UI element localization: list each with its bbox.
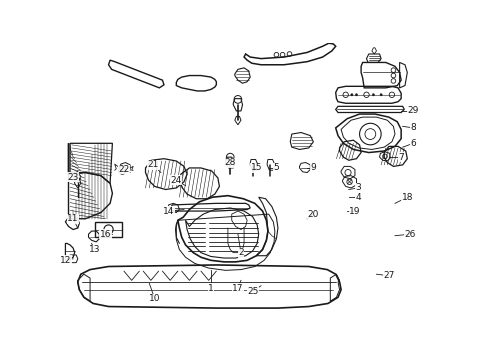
Text: 28: 28 [224, 158, 235, 167]
Text: 21: 21 [147, 160, 159, 169]
Circle shape [350, 94, 352, 96]
Text: 25: 25 [247, 287, 259, 296]
Text: 20: 20 [307, 210, 318, 219]
Text: 7: 7 [397, 153, 403, 162]
Text: 26: 26 [404, 230, 415, 239]
Text: 1: 1 [208, 284, 213, 293]
Text: 4: 4 [354, 193, 360, 202]
Text: 17: 17 [232, 284, 243, 293]
Text: 19: 19 [348, 207, 360, 216]
Text: 18: 18 [401, 193, 412, 202]
Text: 23: 23 [67, 173, 79, 182]
Circle shape [379, 94, 382, 96]
Text: 27: 27 [383, 271, 394, 280]
Text: 16: 16 [100, 230, 111, 239]
Text: 8: 8 [410, 123, 415, 132]
Circle shape [355, 94, 357, 96]
Text: 15: 15 [250, 163, 262, 172]
Text: 24: 24 [170, 176, 182, 185]
Text: 5: 5 [273, 163, 279, 172]
Circle shape [371, 94, 374, 96]
Text: 10: 10 [149, 294, 160, 303]
Text: 12: 12 [60, 256, 71, 265]
Text: 6: 6 [410, 139, 415, 148]
Text: 11: 11 [67, 214, 79, 223]
Text: 9: 9 [310, 163, 316, 172]
Text: 22: 22 [118, 165, 129, 174]
Text: 29: 29 [407, 107, 418, 116]
Text: 14: 14 [163, 207, 174, 216]
Text: 13: 13 [89, 245, 100, 254]
Text: 3: 3 [354, 184, 360, 193]
Text: 2: 2 [238, 248, 244, 257]
